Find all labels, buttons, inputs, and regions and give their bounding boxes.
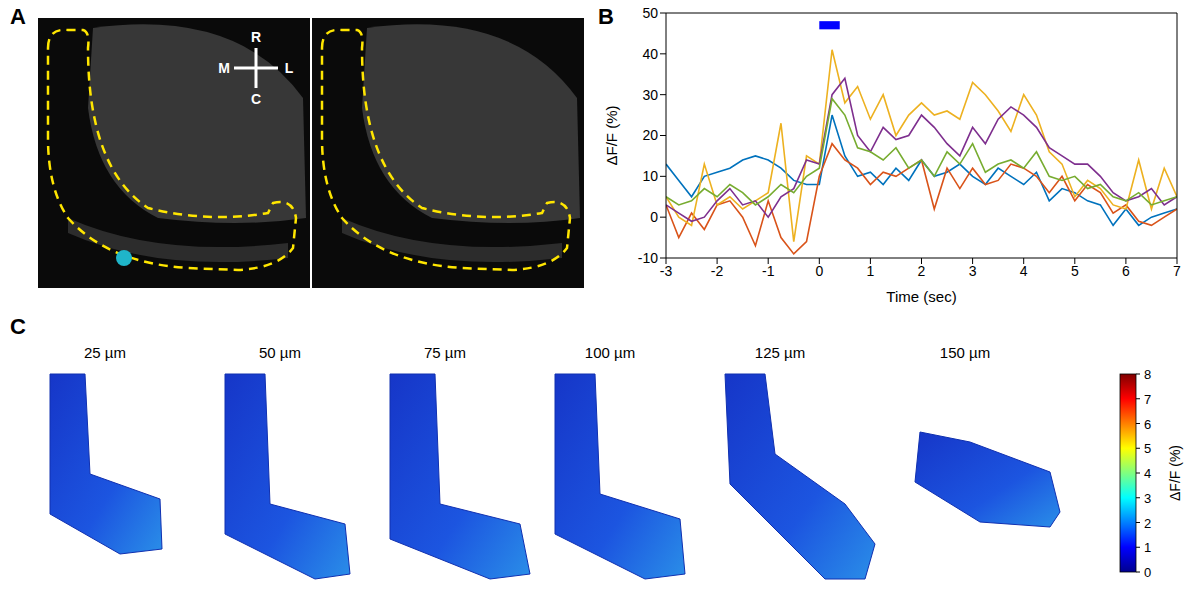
svg-text:1: 1: [1144, 540, 1151, 555]
svg-text:50: 50: [642, 5, 658, 21]
svg-text:ΔF/F (%): ΔF/F (%): [603, 105, 620, 165]
svg-text:2: 2: [1144, 516, 1151, 531]
svg-text:-10: -10: [638, 250, 658, 266]
svg-text:125 µm: 125 µm: [755, 344, 805, 361]
svg-text:150 µm: 150 µm: [940, 344, 990, 361]
svg-text:3: 3: [969, 263, 977, 279]
svg-text:L: L: [285, 60, 294, 76]
svg-text:R: R: [251, 29, 261, 45]
svg-text:ΔF/F (%): ΔF/F (%): [1167, 445, 1183, 501]
svg-text:20: 20: [642, 127, 658, 143]
svg-text:C: C: [10, 314, 26, 339]
html-text:A: A: [10, 4, 26, 29]
svg-text:25 µm: 25 µm: [84, 344, 126, 361]
svg-text:-1: -1: [762, 263, 775, 279]
svg-text:5: 5: [1071, 263, 1079, 279]
svg-text:40: 40: [642, 46, 658, 62]
svg-text:3: 3: [1144, 491, 1151, 506]
svg-text:8: 8: [1144, 367, 1151, 382]
svg-text:4: 4: [1144, 466, 1151, 481]
svg-text:30: 30: [642, 87, 658, 103]
svg-text:-2: -2: [711, 263, 724, 279]
svg-text:100 µm: 100 µm: [585, 344, 635, 361]
svg-text:4: 4: [1020, 263, 1028, 279]
svg-text:2: 2: [918, 263, 926, 279]
svg-text:6: 6: [1122, 263, 1130, 279]
svg-text:1: 1: [867, 263, 875, 279]
svg-text:0: 0: [1144, 565, 1151, 580]
svg-text:6: 6: [1144, 417, 1151, 432]
svg-text:5: 5: [1144, 441, 1151, 456]
svg-text:C: C: [251, 91, 261, 107]
svg-text:M: M: [218, 60, 230, 76]
svg-text:0: 0: [650, 209, 658, 225]
svg-text:0: 0: [815, 263, 823, 279]
html-text:B: B: [598, 4, 614, 29]
svg-text:Time (sec): Time (sec): [886, 288, 956, 305]
svg-text:7: 7: [1144, 392, 1151, 407]
svg-text:7: 7: [1173, 263, 1181, 279]
svg-text:75 µm: 75 µm: [424, 344, 466, 361]
svg-text:50 µm: 50 µm: [259, 344, 301, 361]
svg-text:-3: -3: [660, 263, 673, 279]
svg-text:10: 10: [642, 168, 658, 184]
